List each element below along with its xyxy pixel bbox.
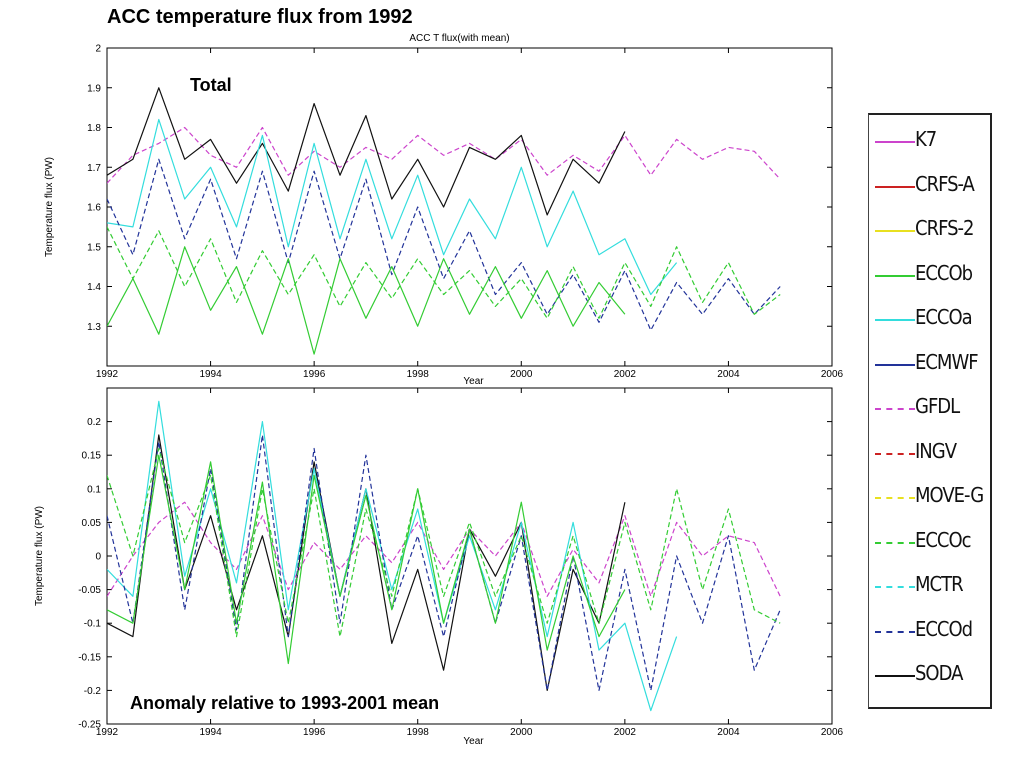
legend-item-eccod: ECCOd — [869, 611, 991, 649]
legend-label: ECCOa — [915, 305, 973, 329]
y-tick-label: -0.25 — [78, 720, 101, 731]
legend-swatch — [875, 497, 915, 499]
legend-swatch — [875, 185, 915, 188]
x-tick-label: 1992 — [96, 369, 119, 380]
legend-item-mctr: MCTR — [869, 566, 991, 604]
plot-area — [106, 387, 833, 725]
legend-item-move-g: MOVE-G — [869, 477, 991, 515]
x-tick-label: 2002 — [614, 727, 637, 738]
series-line-gfdl — [107, 126, 781, 184]
y-tick-label: -0.1 — [84, 619, 102, 630]
x-tick-label: 2002 — [614, 369, 637, 380]
x-tick-label: 1994 — [199, 727, 222, 738]
y-axis-label: Temperature flux (PW) — [34, 506, 45, 606]
y-tick-label: 1.7 — [87, 163, 101, 174]
x-tick-label: 1994 — [199, 369, 222, 380]
y-tick-label: -0.15 — [78, 652, 101, 663]
y-tick-label: 0.1 — [87, 484, 101, 495]
legend-item-eccoa: ECCOa — [869, 299, 991, 337]
legend-item-ecmwf: ECMWF — [869, 344, 991, 382]
legend-swatch — [875, 363, 915, 366]
legend-label: CRFS-2 — [915, 216, 974, 240]
legend-label: ECMWF — [915, 349, 979, 374]
x-tick-label: 2006 — [821, 369, 844, 380]
chart-annotation: Anomaly relative to 1993-2001 mean — [130, 693, 439, 713]
x-tick-label: 2006 — [821, 727, 844, 738]
legend-label: GFDL — [915, 394, 960, 418]
legend-label: ECCOc — [915, 527, 972, 552]
plot-area — [106, 47, 833, 367]
legend-label: MCTR — [915, 572, 964, 596]
chart-title: ACC T flux(with mean) — [409, 33, 509, 44]
series-line-eccoc — [107, 447, 781, 638]
legend-item-gfdl: GFDL — [869, 388, 991, 426]
x-axis-label: Year — [463, 736, 484, 747]
legend-swatch — [875, 586, 915, 588]
series-group — [107, 87, 781, 355]
chart-panel-2: 1992 1994 1996 1998 2000 2002 2004 2006 -0.25 -0.… — [34, 387, 844, 747]
legend-swatch — [875, 319, 915, 321]
y-tick-label: 1.6 — [87, 203, 101, 214]
legend-label: ECCOd — [915, 616, 973, 641]
legend-item-crfs-2: CRFS-2 — [869, 210, 991, 248]
series-line-eccod — [107, 158, 781, 331]
y-tick-label: 1.8 — [87, 123, 101, 134]
x-tick-label: 1998 — [407, 727, 430, 738]
x-tick-label: 2004 — [717, 727, 740, 738]
legend-swatch — [875, 230, 915, 232]
legend: K7 CRFS-A CRFS-2 ECCOb ECCOa ECMWF GFDL INGV MOV… — [868, 113, 992, 709]
y-tick-label: 2 — [95, 44, 101, 55]
legend-swatch — [875, 141, 915, 143]
legend-item-soda: SODA — [869, 655, 991, 693]
series-line-eccoc — [107, 226, 781, 319]
y-tick-label: 1.4 — [87, 282, 101, 293]
y-tick-label: 1.3 — [87, 322, 101, 333]
series-group — [107, 400, 781, 712]
series-line-mctr — [107, 118, 678, 296]
y-tick-label: 0 — [95, 552, 101, 563]
series-line-soda — [107, 87, 626, 216]
chart-annotation: Total — [190, 75, 232, 95]
x-tick-label: 1992 — [96, 727, 119, 738]
series-line-eccod — [107, 434, 781, 692]
x-tick-label: 1996 — [303, 727, 326, 738]
legend-item-eccoc: ECCOc — [869, 522, 991, 560]
slide-title: ACC temperature flux from 1992 — [107, 6, 413, 28]
x-tick-label: 1996 — [303, 369, 326, 380]
chart-panel-1: 1992 1994 1996 1998 2000 2002 2004 2006 1.3 1.4 1.… — [44, 33, 844, 387]
legend-label: CRFS-A — [915, 171, 975, 196]
legend-swatch — [875, 675, 915, 677]
y-tick-label: -0.2 — [84, 686, 102, 697]
y-tick-label: 1.9 — [87, 83, 101, 94]
legend-swatch — [875, 541, 915, 544]
legend-item-eccob: ECCOb — [869, 255, 991, 293]
legend-label: K7 — [915, 127, 937, 151]
x-tick-label: 1998 — [407, 369, 430, 380]
series-line-eccob — [107, 454, 626, 665]
y-tick-label: 1.5 — [87, 242, 101, 253]
legend-item-k7: K7 — [869, 121, 991, 159]
y-tick-label: 0.2 — [87, 417, 101, 428]
legend-item-crfs-a: CRFS-A — [869, 166, 991, 204]
legend-swatch — [875, 274, 915, 277]
series-line-gfdl — [107, 501, 781, 597]
legend-item-ingv: INGV — [869, 433, 991, 471]
legend-label: ECCOb — [915, 260, 973, 285]
y-axis-label: Temperature flux (PW) — [44, 157, 55, 257]
y-tick-label: 0.05 — [82, 518, 102, 529]
legend-label: SODA — [915, 661, 963, 685]
legend-label: MOVE-G — [915, 483, 984, 507]
x-axis-label: Year — [463, 376, 484, 387]
legend-swatch — [875, 452, 915, 455]
legend-label: INGV — [915, 438, 957, 463]
legend-swatch — [875, 630, 915, 633]
series-line-eccob — [107, 246, 626, 355]
y-tick-label: -0.05 — [78, 585, 101, 596]
y-tick-label: 0.15 — [82, 451, 102, 462]
x-tick-label: 2004 — [717, 369, 740, 380]
x-tick-label: 2000 — [510, 369, 533, 380]
legend-swatch — [875, 408, 915, 410]
x-tick-label: 2000 — [510, 727, 533, 738]
